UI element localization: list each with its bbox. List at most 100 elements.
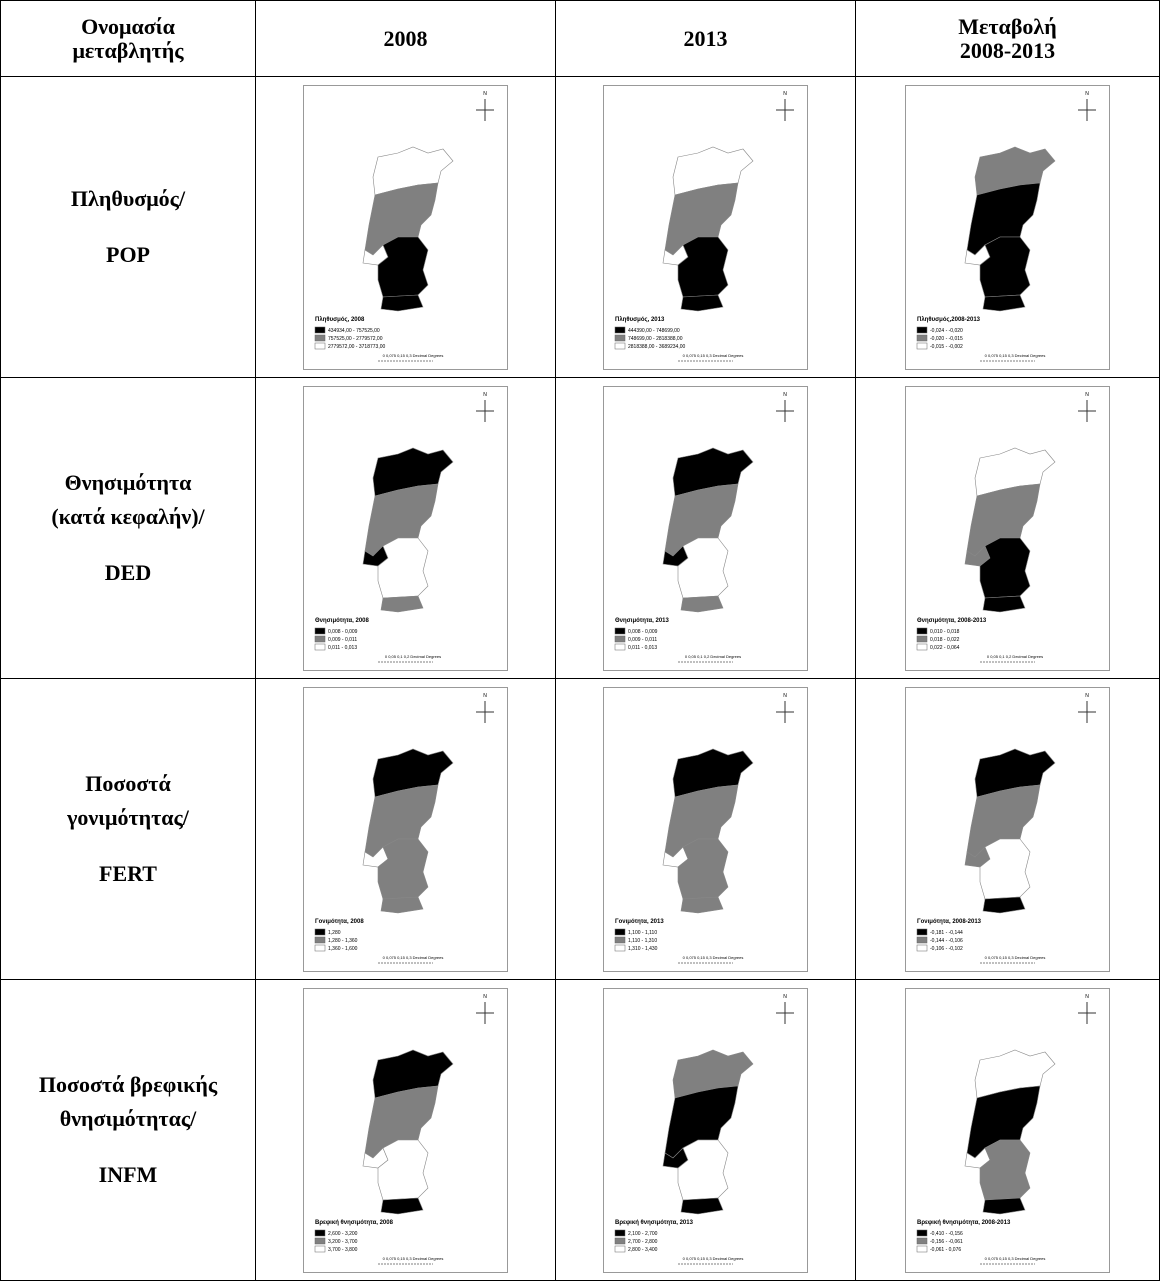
legend-swatch: [614, 326, 626, 333]
legend-label: 2,800 - 3,400: [628, 1247, 658, 1253]
legend-title: Γονιμότητα, 2008-2013: [917, 919, 982, 925]
region-alentejo: [377, 1139, 429, 1200]
legend-swatch: [314, 1245, 326, 1252]
choropleth-map: N Πληθυσμός,2008-2013 -0,024 - -0,020 -0,02…: [905, 84, 1110, 370]
north-label: N: [483, 392, 487, 398]
legend-swatch: [614, 1245, 626, 1252]
region-algarve: [982, 896, 1026, 913]
north-label: N: [483, 994, 487, 1000]
variable-label: γονιμότητας/: [67, 805, 189, 830]
scale-label: 0 0,075 0,15 0,3 Decimal Degrees: [985, 353, 1046, 358]
header-cell: 2013: [555, 0, 856, 77]
variable-label: INFM: [98, 1162, 158, 1187]
choropleth-map: N Γονιμότητα, 2008-2013 -0,181 - -0,144 -0,…: [905, 686, 1110, 972]
legend-label: 0,008 - 0,009: [628, 629, 658, 635]
region-alentejo: [677, 236, 729, 297]
legend-label: 0,008 - 0,009: [328, 629, 358, 635]
region-algarve: [680, 896, 724, 913]
legend-swatch: [314, 326, 326, 333]
legend-swatch: [916, 1229, 928, 1236]
legend-title: Πληθυσμός,2008-2013: [917, 317, 981, 323]
map-cell: N Βρεφική θνησιμότητα, 2008-2013 -0,410 - …: [855, 979, 1160, 1281]
legend-swatch: [916, 1245, 928, 1252]
variable-label: FERT: [99, 861, 157, 886]
legend-label: 2,600 - 3,200: [328, 1231, 358, 1237]
map-cell: N Βρεφική θνησιμότητα, 2013 2,100 - 2,700 2…: [555, 979, 856, 1281]
legend-swatch: [314, 643, 326, 650]
legend-label: 1,280 - 1,360: [328, 938, 358, 944]
map-cell: N Πληθυσμός, 2013 444390,00 - 748699,00 748…: [555, 76, 856, 378]
legend-label: 3,200 - 3,700: [328, 1239, 358, 1245]
legend-swatch: [314, 936, 326, 943]
legend-swatch: [614, 627, 626, 634]
map-cell: N Θνησιμότητα, 2013 0,008 - 0,009 0,009 - 0…: [555, 377, 856, 679]
legend-swatch: [916, 342, 928, 349]
header-text: 2008: [383, 25, 428, 51]
north-label: N: [1085, 994, 1089, 1000]
legend-swatch: [614, 334, 626, 341]
choropleth-map: N Βρεφική θνησιμότητα, 2013 2,100 - 2,700 2…: [603, 987, 808, 1273]
north-label: N: [483, 693, 487, 699]
region-algarve: [982, 294, 1026, 311]
north-label: N: [1085, 392, 1089, 398]
variable-label: Πληθυσμός/: [70, 186, 186, 211]
region-alentejo: [677, 537, 729, 598]
region-algarve: [680, 1197, 724, 1214]
legend-swatch: [314, 1237, 326, 1244]
choropleth-map: N Θνησιμότητα, 2008 0,008 - 0,009 0,009 - 0…: [303, 385, 508, 671]
region-algarve: [380, 294, 424, 311]
legend-label: -0,144 - -0,106: [930, 938, 963, 944]
map-cell: N Βρεφική θνησιμότητα, 2008 2,600 - 3,200 3…: [255, 979, 556, 1281]
legend-label: 0,022 - 0,064: [930, 645, 960, 651]
choropleth-map: N Βρεφική θνησιμότητα, 2008 2,600 - 3,200 3…: [303, 987, 508, 1273]
legend-title: Γονιμότητα, 2013: [615, 919, 664, 925]
region-alentejo: [677, 838, 729, 899]
legend-swatch: [314, 627, 326, 634]
legend-label: 2,100 - 2,700: [628, 1231, 658, 1237]
legend-title: Πληθυσμός, 2013: [615, 317, 665, 323]
legend-title: Θνησιμότητα, 2008: [315, 618, 369, 624]
header-text: 2013: [683, 25, 728, 51]
legend-swatch: [916, 944, 928, 951]
legend-title: Θνησιμότητα, 2013: [615, 618, 669, 624]
scale-label: 0 0,05 0,1 0,2 Decimal Degrees: [385, 654, 441, 659]
variable-label: POP: [106, 242, 150, 267]
choropleth-map: N Γονιμότητα, 2013 1,100 - 1,110 1,110 - 1,…: [603, 686, 808, 972]
legend-label: 0,011 - 0,013: [328, 645, 357, 651]
legend-swatch: [314, 342, 326, 349]
legend-label: -0,061 - 0,076: [930, 1247, 961, 1253]
legend-swatch: [614, 1229, 626, 1236]
legend-label: 2,700 - 2,800: [628, 1239, 658, 1245]
scale-label: 0 0,075 0,15 0,3 Decimal Degrees: [383, 353, 444, 358]
legend-title: Βρεφική θνησιμότητα, 2008: [315, 1220, 394, 1226]
region-alentejo: [979, 537, 1031, 598]
legend-swatch: [614, 936, 626, 943]
variable-label-cell: Θνησιμότητα (κατά κεφαλήν)/ DED: [0, 377, 256, 679]
region-alentejo: [377, 838, 429, 899]
legend-title: Βρεφική θνησιμότητα, 2013: [615, 1220, 694, 1226]
region-alentejo: [677, 1139, 729, 1200]
header-text: Μεταβολή: [958, 13, 1057, 39]
variable-label: Ποσοστά βρεφικής: [38, 1072, 218, 1097]
choropleth-map: N Πληθυσμός, 2013 444390,00 - 748699,00 748…: [603, 84, 808, 370]
legend-label: 1,100 - 1,110: [628, 930, 657, 936]
legend-swatch: [614, 928, 626, 935]
choropleth-map: N Θνησιμότητα, 2013 0,008 - 0,009 0,009 - 0…: [603, 385, 808, 671]
region-algarve: [380, 896, 424, 913]
legend-label: 1,310 - 1,430: [628, 946, 658, 952]
legend-swatch: [614, 1237, 626, 1244]
legend-label: 444390,00 - 748699,00: [628, 328, 680, 334]
map-cell: N Πληθυσμός,2008-2013 -0,024 - -0,020 -0,02…: [855, 76, 1160, 378]
choropleth-map: N Βρεφική θνησιμότητα, 2008-2013 -0,410 - …: [905, 987, 1110, 1273]
legend-swatch: [314, 334, 326, 341]
scale-label: 0 0,05 0,1 0,2 Decimal Degrees: [685, 654, 741, 659]
variable-label: (κατά κεφαλήν)/: [51, 504, 205, 529]
legend-swatch: [314, 635, 326, 642]
scale-label: 0 0,05 0,1 0,2 Decimal Degrees: [987, 654, 1043, 659]
legend-swatch: [314, 944, 326, 951]
legend-label: -0,410 - -0,156: [930, 1231, 963, 1237]
legend-swatch: [916, 635, 928, 642]
region-alentejo: [979, 1139, 1031, 1200]
